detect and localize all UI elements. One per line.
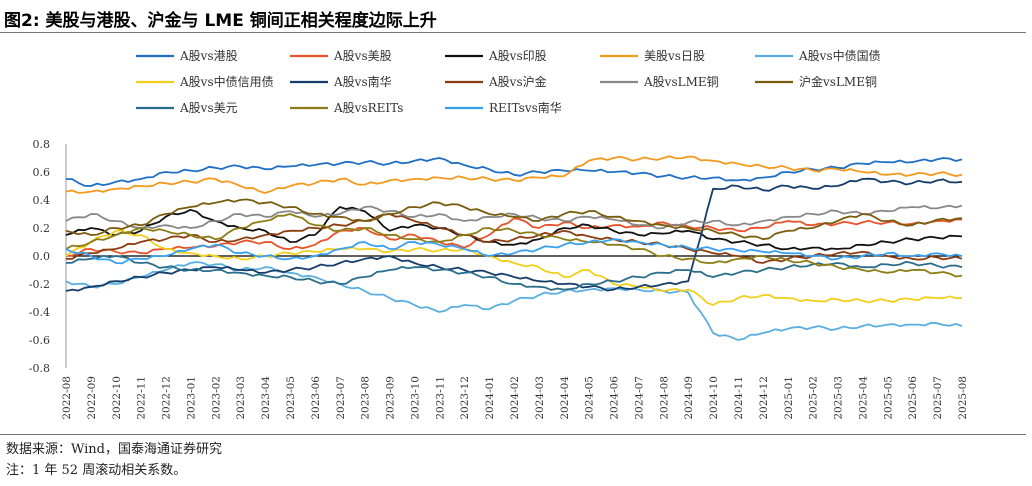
legend-label-9: 沪金vsLME铜 [799,74,877,89]
series-line-1 [65,217,963,257]
x-tick-label: 2024-08 [658,376,670,420]
legend-label-2: A股vs印股 [488,49,547,63]
series-line-11 [65,213,963,278]
title-bar: 图2: 美股与港股、沪金与 LME 铜间正相关程度边际上升 [0,0,1032,34]
x-tick-label: 2022-08 [61,376,73,420]
legend-label-4: A股vs中债国债 [798,48,881,63]
x-tick-label: 2023-09 [385,376,397,420]
x-tick-label: 2023-06 [310,376,322,420]
legend-label-1: A股vs美股 [333,49,392,63]
x-tick-label: 2025-08 [957,376,969,420]
y-tick-label: 0.0 [33,250,51,263]
x-tick-label: 2023-04 [260,376,272,420]
x-tick-label: 2025-04 [857,376,869,420]
y-tick-label: 0.2 [33,222,51,235]
legend: A股vs港股 A股vs美股 A股vs印股 美股vs日股 A股vs中债国债 A股vs中债信用… [136,48,881,115]
x-tick-label: 2023-12 [459,376,471,420]
x-tick-label: 2023-05 [285,376,297,420]
x-tick-label: 2024-12 [758,376,770,420]
x-tick-label: 2024-06 [609,376,621,420]
x-tick-label: 2022-11 [136,376,148,420]
x-tick-label: 2025-05 [882,376,894,420]
series-line-12 [65,238,963,265]
legend-label-12: REITsvs南华 [489,100,562,115]
legend-label-10: A股vs美元 [179,101,238,115]
chart-title: 图2: 美股与港股、沪金与 LME 铜间正相关程度边际上升 [4,11,437,31]
top-rule [0,32,1026,33]
x-tick-label: 2022-09 [86,376,98,420]
x-tick-label: 2024-01 [484,376,496,420]
y-tick-label: -0.6 [29,334,50,347]
x-tick-label: 2024-04 [559,376,571,420]
x-tick-label: 2025-07 [932,376,944,420]
bottom-rule [0,434,1026,435]
series-line-10 [65,254,963,291]
x-tick-label: 2023-08 [360,376,372,420]
x-tick-label: 2022-10 [111,376,123,420]
y-tick-label: -0.2 [29,278,50,291]
x-tick-label: 2023-03 [235,376,247,420]
x-tick-label: 2025-06 [907,376,919,420]
legend-label-7: A股vs沪金 [488,74,547,89]
x-tick-label: 2024-05 [584,376,596,420]
series-line-6 [65,177,963,292]
legend-label-8: A股vsLME铜 [643,74,719,89]
legend-label-0: A股vs港股 [179,49,238,63]
x-tick-label: 2024-11 [733,376,745,420]
footnote: 注：1 年 52 周滚动相关系数。 [6,463,187,478]
y-tick-label: 0.8 [33,138,51,151]
x-tick-label: 2024-02 [509,376,521,420]
x-tick-label: 2023-01 [185,376,197,420]
legend-label-11: A股vsREITs [333,101,403,115]
series-line-0 [65,157,963,187]
series-line-3 [65,155,963,194]
x-tick-label: 2025-03 [833,376,845,420]
series-lines [65,155,963,341]
x-tick-label: 2025-02 [808,376,820,420]
x-tick-label: 2024-03 [534,376,546,420]
x-tick-label: 2023-07 [335,376,347,420]
x-tick-label: 2023-02 [210,376,222,420]
legend-label-6: A股vs南华 [333,74,392,89]
x-axis: 2022-08 2022-09 2022-10 2022-11 2022-12 2023-… [61,376,969,420]
y-tick-label: -0.8 [29,362,50,375]
x-tick-label: 2022-12 [161,376,173,420]
x-tick-label: 2023-11 [434,376,446,420]
x-tick-label: 2024-07 [633,376,645,420]
series-line-4 [65,261,963,341]
x-tick-label: 2023-10 [409,376,421,420]
line-chart: A股vs港股 A股vs美股 A股vs印股 美股vs日股 A股vs中债国债 A股vs中债信用… [29,48,969,420]
series-line-9 [65,198,963,241]
y-tick-label: 0.6 [33,166,51,179]
legend-label-3: 美股vs日股 [644,49,705,63]
y-axis: 0.8 0.6 0.4 0.2 0.0 -0.2 -0.4 -0.6 -0.8 [29,138,50,375]
y-tick-label: 0.4 [33,194,51,207]
x-tick-label: 2024-10 [708,376,720,420]
x-tick-label: 2024-09 [683,376,695,420]
x-tick-label: 2025-01 [783,376,795,420]
source-note: 数据来源：Wind，国泰海通证券研究 [6,442,222,457]
y-tick-label: -0.4 [29,306,50,319]
legend-label-5: A股vs中债信用债 [179,74,274,89]
series-line-8 [65,204,963,230]
series-line-5 [65,229,963,306]
